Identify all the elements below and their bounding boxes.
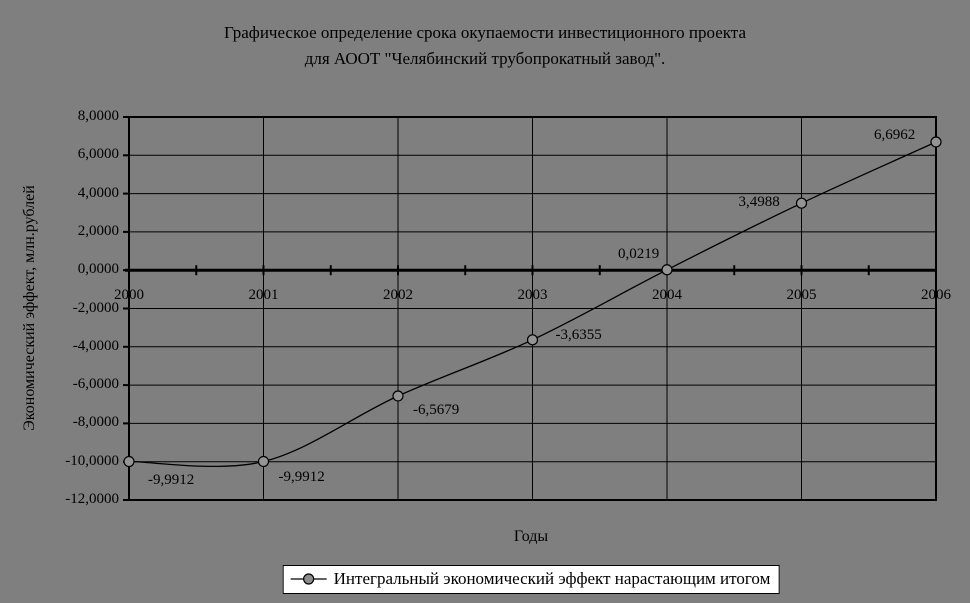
chart-title: Графическое определение срока окупаемост… — [0, 20, 970, 72]
legend-label: Интегральный экономический эффект нараст… — [333, 569, 771, 588]
data-label: -9,9912 — [278, 468, 325, 485]
x-tick-label: 2002 — [383, 287, 413, 304]
data-label: 6,6962 — [874, 126, 916, 143]
y-tick-label: -8,0000 — [72, 414, 119, 431]
x-tick-label: 2000 — [114, 287, 144, 304]
data-point-marker — [661, 264, 673, 276]
y-tick-label: 2,0000 — [77, 222, 119, 239]
data-label: -3,6355 — [555, 326, 602, 343]
y-tick-label: -10,0000 — [65, 452, 119, 469]
x-tick-label: 2005 — [786, 287, 817, 304]
data-point-marker — [930, 136, 942, 148]
data-point-marker — [526, 334, 539, 346]
y-tick-label: 4,0000 — [77, 184, 119, 201]
x-tick-label: 2001 — [248, 287, 279, 304]
data-label: 0,0219 — [618, 245, 660, 262]
data-point-marker — [257, 455, 270, 468]
x-axis-title: Годы — [513, 528, 549, 545]
y-tick-label: 8,0000 — [77, 108, 119, 124]
data-point-marker — [795, 197, 808, 209]
chart-title-line2: для АООТ "Челябинский трубопрокатный зав… — [304, 49, 666, 68]
x-tick-label: 2003 — [517, 287, 548, 304]
data-point-marker — [392, 390, 404, 402]
data-label: -6,5679 — [413, 401, 460, 418]
data-label: -9,9912 — [148, 471, 195, 488]
y-tick-label: 6,0000 — [77, 146, 119, 163]
data-label: 3,4988 — [738, 194, 780, 211]
y-tick-label: -12,0000 — [65, 491, 119, 507]
data-point-marker — [123, 455, 135, 468]
y-tick-label: -6,0000 — [72, 376, 119, 393]
y-tick-label: 0,0000 — [77, 261, 119, 278]
legend: Интегральный экономический эффект нараст… — [282, 565, 780, 594]
x-tick-label: 2006 — [921, 287, 951, 304]
chart-title-line1: Графическое определение срока окупаемост… — [224, 23, 746, 42]
legend-line-marker-icon — [290, 573, 327, 585]
y-tick-label: -2,0000 — [72, 299, 119, 316]
x-tick-label: 2004 — [652, 287, 682, 304]
y-tick-label: -4,0000 — [72, 337, 119, 354]
